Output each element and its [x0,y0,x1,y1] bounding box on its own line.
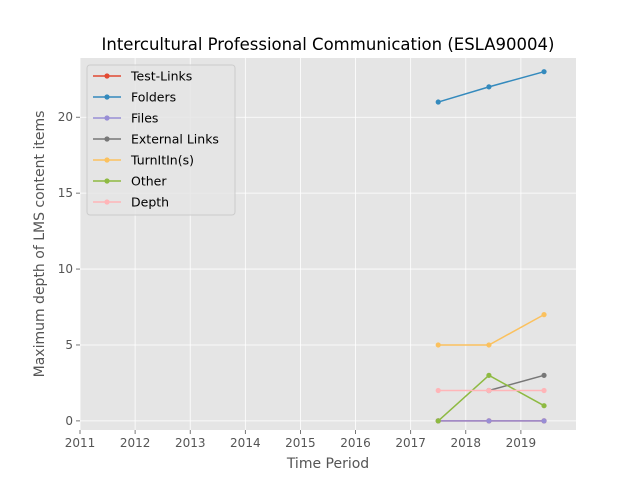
data-point [486,84,492,90]
data-point [486,342,492,348]
legend-item: Depth [93,195,169,210]
data-point [486,418,492,424]
legend-label: Folders [131,90,176,105]
legend-item: External Links [93,132,219,147]
data-point [541,312,547,318]
legend-swatch-marker [104,199,110,205]
legend: Test-Links Folders Files External Links Turn… [86,64,236,216]
legend-item: Files [93,111,158,126]
legend-label: Other [131,174,167,189]
data-point [435,387,441,394]
legend-swatch-marker [104,157,110,163]
x-tick-label: 2013 [175,436,206,450]
legend-swatch-marker [104,73,110,79]
data-point [541,372,547,378]
y-tick-label: 15 [58,186,73,200]
y-tick-label: 0 [65,414,73,428]
y-axis-label: Maximum depth of LMS content items [32,111,48,378]
legend-item: Folders [93,90,176,105]
data-point [435,99,441,105]
data-point [541,403,547,409]
legend-swatch-marker [104,136,110,142]
data-point [486,372,492,378]
ticks: 2011 2012 2013 2014 2015 2016 2017 2018 20190510… [58,110,536,450]
y-tick-label: 10 [58,262,73,276]
legend-frame [86,64,236,216]
series-other [435,372,547,424]
legend-label: Test-Links [130,69,192,84]
series-turnitin-s- [435,312,547,348]
x-tick-label: 2019 [506,436,537,450]
data-point [435,342,441,348]
legend-label: TurnItIn(s) [130,153,194,168]
x-axis-label: Time Period [286,456,369,472]
series-folders [435,69,547,105]
legend-label: Files [131,111,158,126]
series-layer [435,69,547,424]
legend-swatch-marker [104,94,110,100]
legend-item: Test-Links [93,69,192,84]
x-tick-label: 2015 [285,436,316,450]
legend-label: External Links [131,132,219,147]
y-tick-label: 5 [65,338,73,352]
series-line [488,374,545,392]
chart-title: Intercultural Professional Communication… [102,35,555,54]
x-tick-label: 2018 [451,436,482,450]
data-point [541,387,547,394]
x-tick-label: 2014 [230,436,261,450]
y-tick-label: 20 [58,110,73,124]
x-tick-label: 2017 [395,436,426,450]
data-point [541,69,547,75]
data-point [435,418,441,424]
legend-swatch-marker [104,115,110,121]
legend-swatch-marker [104,178,110,184]
x-tick-label: 2012 [120,436,151,450]
x-tick-label: 2016 [340,436,371,450]
x-tick-label: 2011 [65,436,96,450]
data-point [486,387,492,394]
series-depth [435,387,547,394]
data-point [541,418,547,424]
legend-label: Depth [131,195,169,210]
legend-item: Other [93,174,167,189]
legend-item: TurnItIn(s) [93,153,194,168]
